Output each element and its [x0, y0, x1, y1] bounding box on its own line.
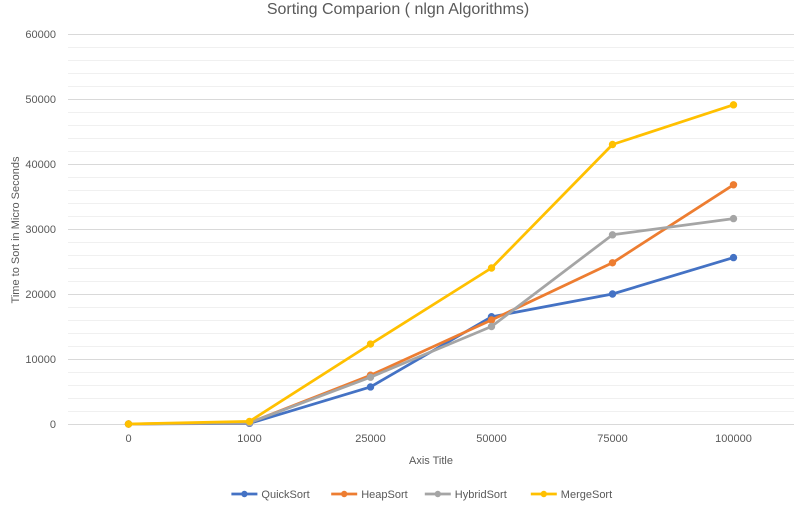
series-quicksort: [124, 253, 738, 428]
data-point: [487, 316, 496, 324]
legend-label: HybridSort: [455, 489, 507, 501]
series-line: [127, 256, 735, 426]
series-line: [127, 217, 735, 426]
x-tick-label: 50000: [476, 433, 507, 445]
data-point: [608, 259, 617, 267]
legend-item-heapsort: HeapSort: [331, 489, 408, 501]
legend-label: MergeSort: [561, 489, 612, 501]
data-point: [729, 101, 738, 109]
legend-item-mergesort: MergeSort: [530, 489, 612, 501]
x-tick-label: 100000: [715, 433, 752, 445]
legend-item-quicksort: QuickSort: [231, 489, 310, 501]
series-hybridsort: [124, 214, 738, 428]
x-tick-label: 0: [125, 433, 131, 445]
y-tick-label: 50000: [25, 94, 56, 106]
data-point: [124, 420, 133, 428]
data-point: [487, 264, 496, 272]
legend-label: QuickSort: [261, 489, 309, 501]
y-tick-label: 20000: [25, 289, 56, 301]
y-tick-label: 30000: [25, 224, 56, 236]
legend-swatch-marker: [540, 490, 547, 498]
series-mergesort: [124, 101, 738, 428]
series-line: [127, 103, 735, 426]
x-axis-ticks: 0 1000 25000 50000 75000 100000: [125, 433, 751, 445]
series-layer: [124, 101, 738, 428]
x-tick-label: 75000: [597, 433, 628, 445]
x-tick-label: 1000: [237, 433, 261, 445]
data-point: [245, 417, 254, 426]
y-axis-title: Time to Sort in Micro Seconds: [10, 156, 22, 303]
data-point: [366, 340, 375, 348]
data-point: [608, 290, 617, 298]
data-point: [608, 231, 617, 239]
y-tick-label: 10000: [25, 354, 56, 366]
y-tick-label: 0: [50, 419, 56, 431]
legend-swatch-marker: [341, 490, 348, 498]
data-point: [729, 214, 738, 223]
legend-item-hybridsort: HybridSort: [424, 489, 507, 501]
y-tick-label: 60000: [25, 29, 56, 41]
series-heapsort: [124, 181, 738, 428]
grid: [68, 34, 794, 425]
data-point: [608, 140, 617, 149]
legend-label: HeapSort: [361, 489, 407, 501]
data-point: [729, 181, 738, 189]
x-tick-label: 25000: [355, 433, 386, 445]
y-axis-ticks: 0 10000 20000 30000 40000 50000 60000: [25, 29, 56, 431]
chart-title: Sorting Comparion ( nlgn Algorithms): [267, 1, 529, 18]
y-tick-label: 40000: [25, 159, 56, 171]
data-point: [366, 373, 375, 381]
x-axis-title: Axis Title: [409, 455, 453, 467]
data-point: [487, 322, 496, 331]
data-point: [366, 383, 375, 391]
legend-swatch-marker: [434, 490, 441, 498]
series-line: [127, 183, 735, 426]
data-point: [729, 253, 738, 262]
legend: QuickSort HeapSort HybridSort MergeSort: [231, 489, 612, 501]
legend-swatch-marker: [241, 490, 248, 498]
